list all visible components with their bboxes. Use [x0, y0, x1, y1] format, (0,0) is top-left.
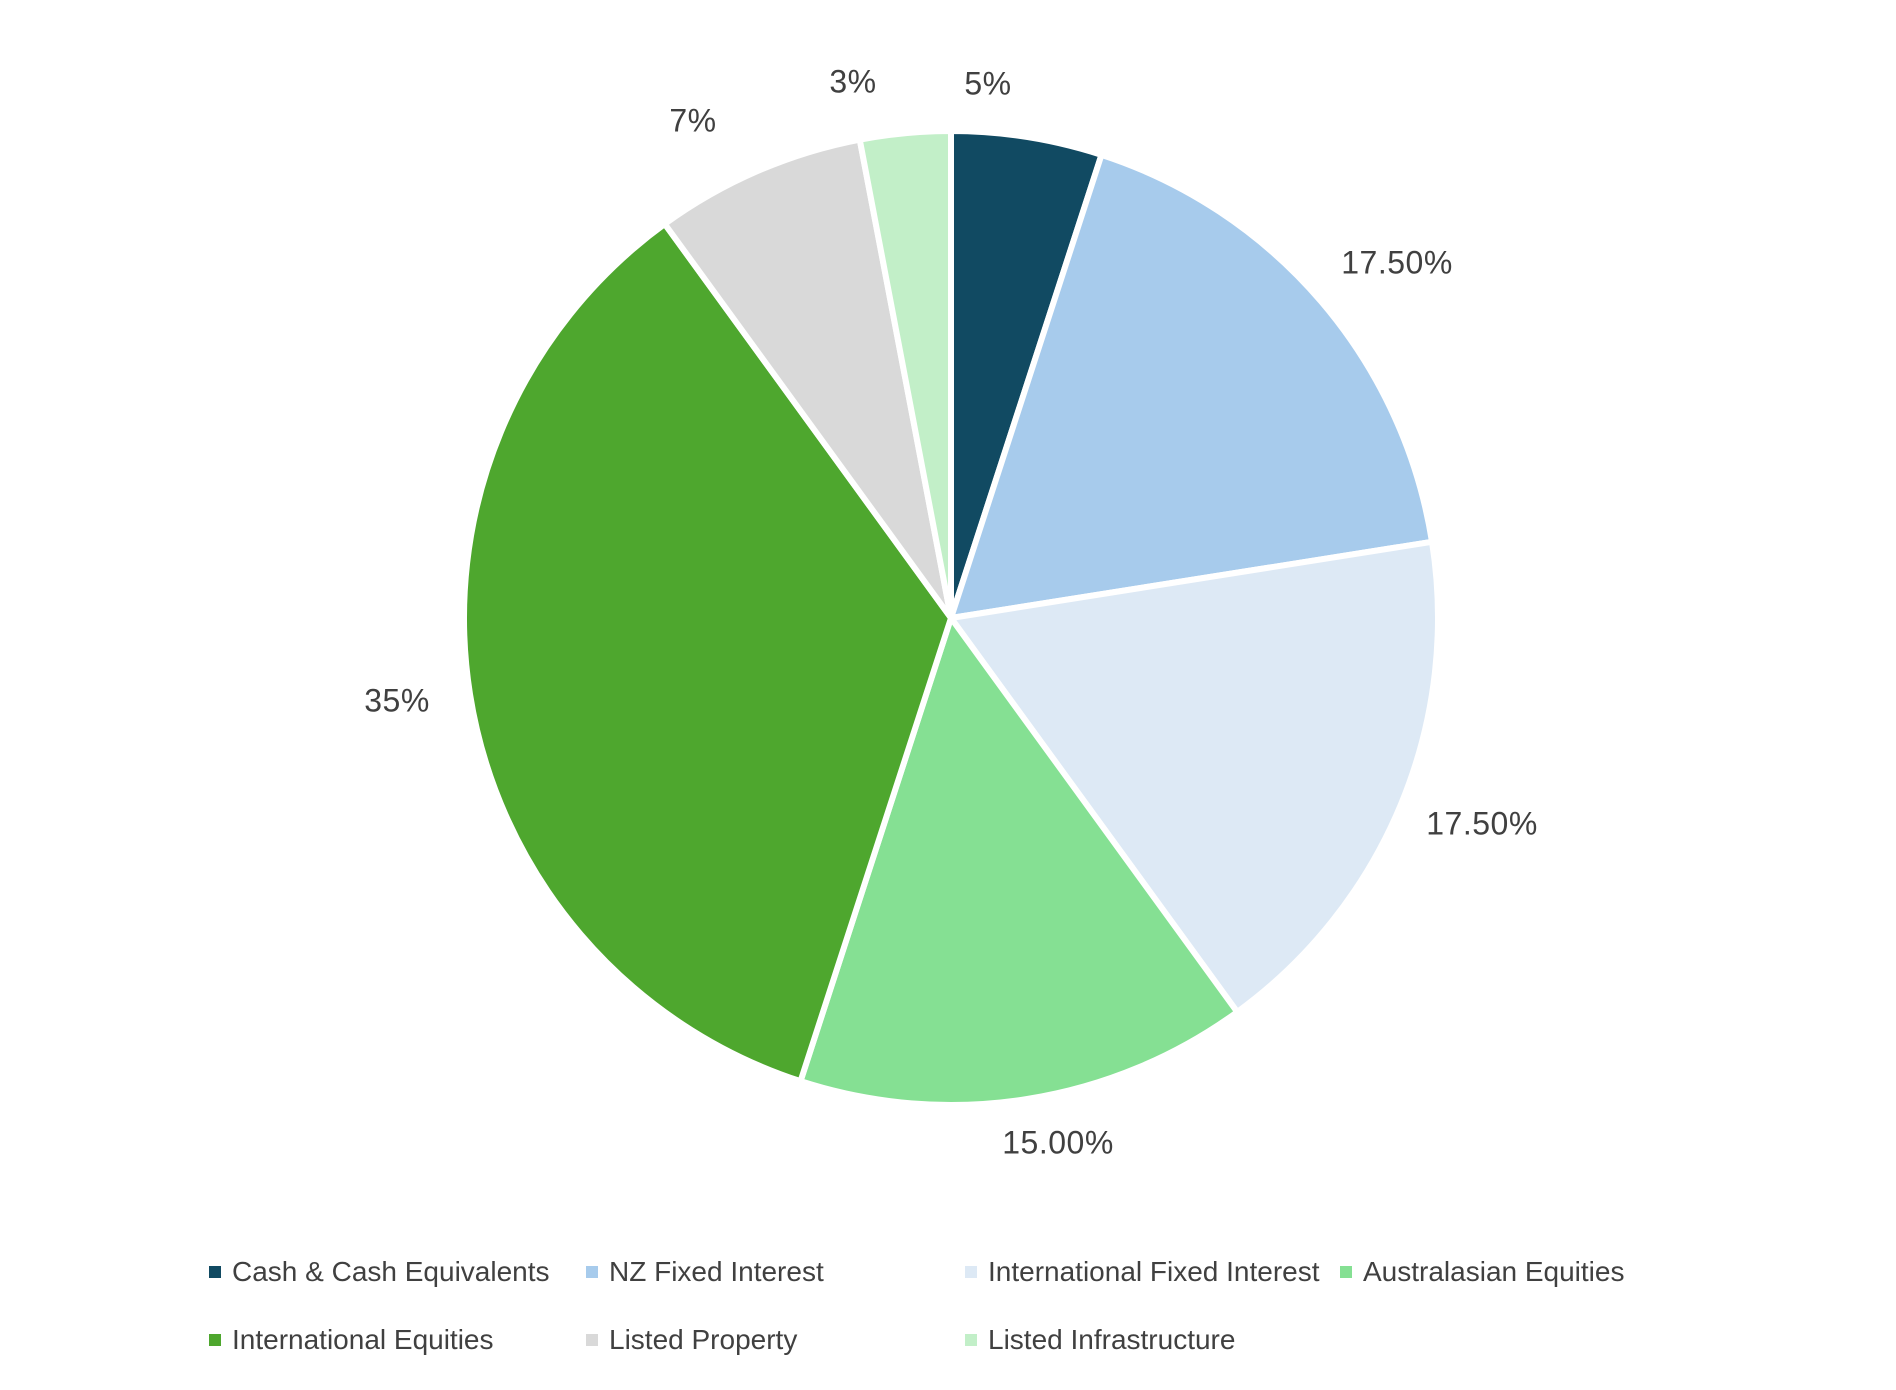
- legend-swatch-icon: [209, 1334, 221, 1346]
- legend-swatch-icon: [586, 1334, 598, 1346]
- pie-slice-nz-fixed-interest: [948, 151, 1435, 621]
- legend-item-nz-fixed-interest: NZ Fixed Interest: [586, 1255, 824, 1289]
- slice-label-cash-cash-equivalents: 5%: [964, 65, 1012, 102]
- legend-swatch-icon: [209, 1266, 221, 1278]
- pie-slice-australasian-equities: [797, 615, 1241, 1108]
- legend-label: Cash & Cash Equivalents: [232, 1256, 550, 1287]
- slice-label-international-fixed-interest: 17.50%: [1426, 805, 1538, 842]
- legend-item-international-fixed-interest: International Fixed Interest: [965, 1255, 1320, 1289]
- slice-label-australasian-equities: 15.00%: [1002, 1124, 1114, 1161]
- pie-slice-international-equities: [461, 221, 954, 1085]
- pie-slice-international-fixed-interest: [948, 538, 1441, 1015]
- legend-swatch-icon: [965, 1266, 977, 1278]
- legend-item-cash-cash-equivalents: Cash & Cash Equivalents: [209, 1255, 550, 1289]
- legend-swatch-icon: [965, 1334, 977, 1346]
- slice-label-listed-property: 7%: [669, 102, 717, 139]
- legend-swatch-icon: [1340, 1266, 1352, 1278]
- pie-slice-listed-infrastructure: [856, 128, 954, 621]
- legend-label: International Fixed Interest: [988, 1256, 1320, 1287]
- legend-item-international-equities: International Equities: [209, 1323, 494, 1357]
- slice-label-international-equities: 35%: [364, 682, 430, 719]
- pie-slice-listed-property: [661, 136, 954, 621]
- legend-label: Listed Property: [609, 1324, 798, 1355]
- legend-item-australasian-equities: Australasian Equities: [1340, 1255, 1624, 1289]
- legend-label: NZ Fixed Interest: [609, 1256, 824, 1287]
- slice-label-listed-infrastructure: 3%: [829, 63, 877, 100]
- legend-item-listed-infrastructure: Listed Infrastructure: [965, 1323, 1235, 1357]
- legend-item-listed-property: Listed Property: [586, 1323, 797, 1357]
- legend-swatch-icon: [586, 1266, 598, 1278]
- legend-label: Australasian Equities: [1363, 1256, 1625, 1287]
- slice-label-nz-fixed-interest: 17.50%: [1341, 244, 1453, 281]
- legend-label: International Equities: [232, 1324, 494, 1355]
- legend-label: Listed Infrastructure: [988, 1324, 1236, 1355]
